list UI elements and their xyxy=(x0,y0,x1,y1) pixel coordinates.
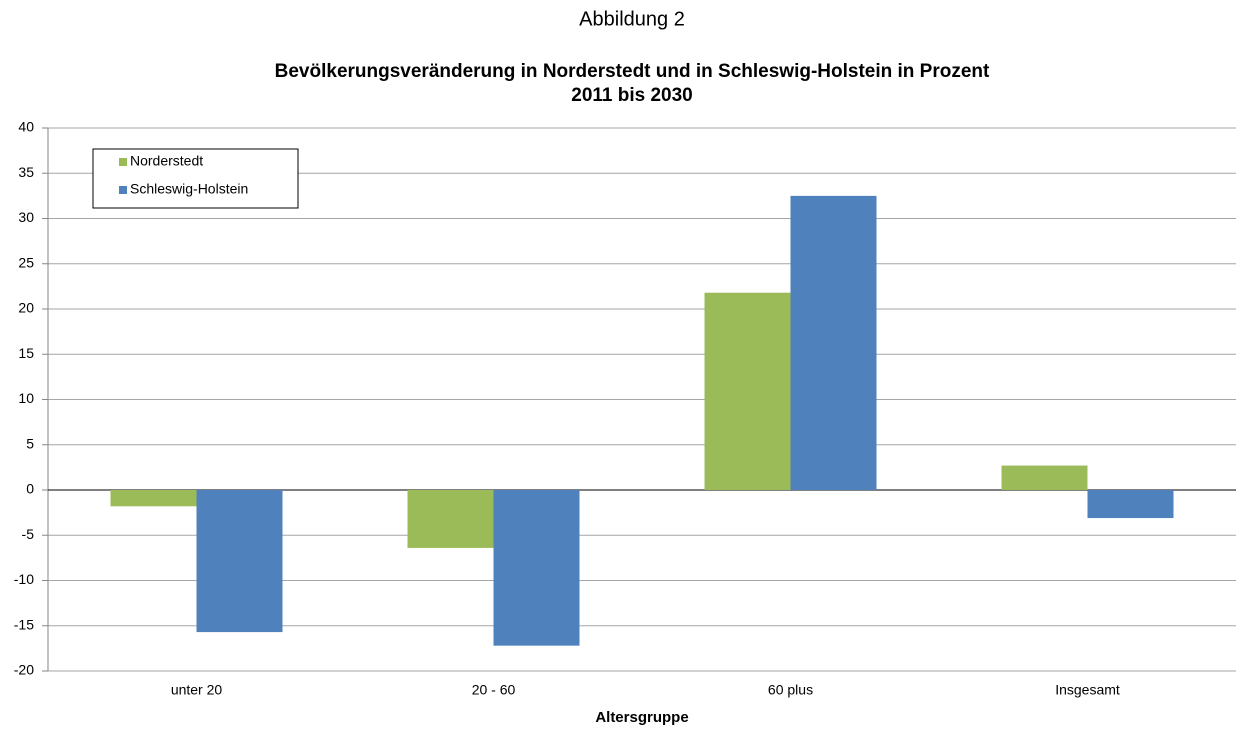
x-tick-label: Insgesamt xyxy=(1055,682,1120,698)
bar xyxy=(790,195,877,490)
y-tick-label: 20 xyxy=(18,300,34,316)
legend-swatch xyxy=(119,186,127,194)
x-tick-label: 60 plus xyxy=(768,682,813,698)
bar xyxy=(1087,490,1174,519)
y-tick-label: 5 xyxy=(26,435,34,451)
x-axis-label: Altersgruppe xyxy=(595,709,688,726)
y-tick-label: 25 xyxy=(18,254,34,270)
legend-box xyxy=(92,148,299,209)
y-tick-label: 30 xyxy=(18,209,34,225)
y-tick-label: 10 xyxy=(18,390,34,406)
y-tick-label: 15 xyxy=(18,345,34,361)
bar xyxy=(1001,465,1088,490)
y-tick-label: -15 xyxy=(14,616,34,632)
chart-subtitle: 2011 bis 2030 xyxy=(571,85,693,106)
bar xyxy=(196,490,283,633)
chart-title: Abbildung 2 xyxy=(579,8,685,30)
x-tick-label: 20 - 60 xyxy=(472,682,516,698)
y-tick-label: 0 xyxy=(26,481,34,497)
legend-swatch xyxy=(119,158,127,166)
y-tick-label: -10 xyxy=(14,571,34,587)
bar xyxy=(407,490,494,548)
legend-label: Norderstedt xyxy=(130,153,203,169)
y-tick-label: -20 xyxy=(14,662,34,678)
y-tick-label: -5 xyxy=(22,526,35,542)
bar xyxy=(704,292,791,490)
x-tick-label: unter 20 xyxy=(171,682,223,698)
chart-subtitle: Bevölkerungsveränderung in Norderstedt u… xyxy=(275,61,990,82)
bar xyxy=(493,490,580,646)
y-tick-label: 35 xyxy=(18,164,34,180)
bar xyxy=(110,490,197,507)
y-tick-label: 40 xyxy=(18,119,34,135)
legend-label: Schleswig-Holstein xyxy=(130,181,248,197)
